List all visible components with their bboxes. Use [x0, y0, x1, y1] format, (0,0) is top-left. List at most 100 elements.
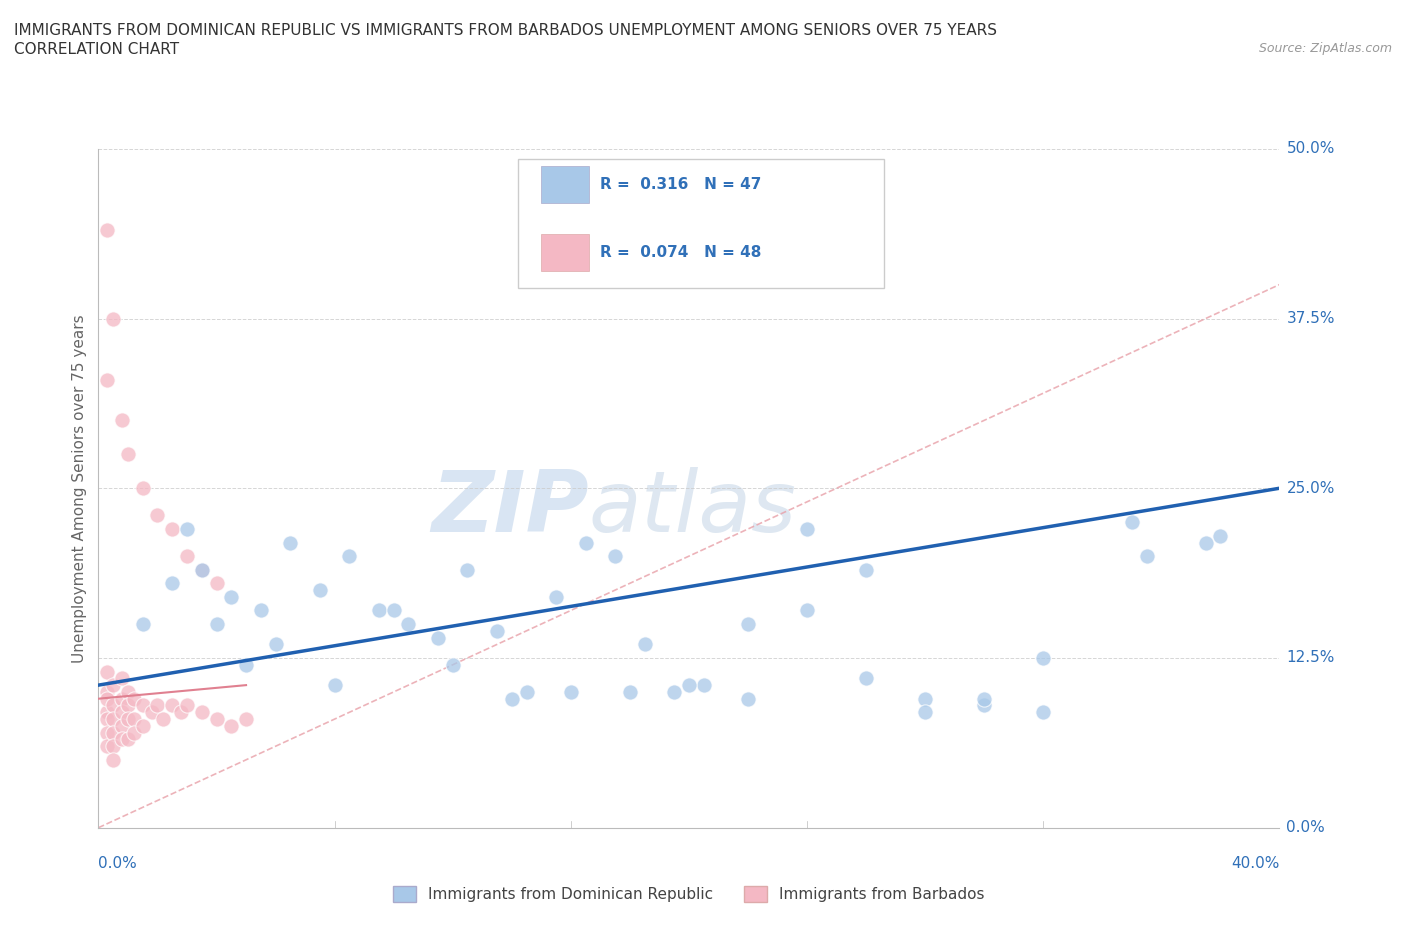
Point: [382, 603, 405, 618]
Point: [162, 698, 183, 713]
Point: [103, 678, 125, 693]
Point: [191, 563, 214, 578]
Point: [162, 522, 183, 537]
Point: [633, 637, 655, 652]
Point: [427, 631, 450, 645]
Point: [309, 582, 332, 598]
Bar: [541, 233, 589, 271]
Point: [278, 535, 302, 550]
Point: [973, 698, 995, 713]
Point: [162, 576, 183, 591]
Text: 25.0%: 25.0%: [1286, 481, 1334, 496]
Point: [678, 678, 700, 693]
Point: [1135, 549, 1157, 564]
Point: [323, 678, 346, 693]
Point: [122, 711, 145, 726]
Point: [855, 563, 877, 578]
Point: [973, 691, 995, 706]
Point: [96, 684, 118, 699]
Point: [516, 684, 538, 699]
Point: [103, 698, 125, 713]
Point: [103, 711, 125, 726]
Text: atlas: atlas: [589, 467, 797, 551]
Legend: Immigrants from Dominican Republic, Immigrants from Barbados: Immigrants from Dominican Republic, Immi…: [387, 880, 991, 909]
Point: [146, 508, 169, 523]
Point: [103, 725, 125, 740]
Text: CORRELATION CHART: CORRELATION CHART: [14, 42, 179, 57]
Point: [176, 549, 198, 564]
Point: [796, 522, 818, 537]
Point: [264, 637, 287, 652]
Point: [117, 446, 139, 461]
Point: [235, 658, 257, 672]
Point: [1195, 535, 1218, 550]
Text: 0.0%: 0.0%: [1286, 820, 1326, 835]
Point: [456, 563, 478, 578]
Text: 50.0%: 50.0%: [1286, 141, 1334, 156]
Point: [664, 684, 686, 699]
Text: R =  0.074   N = 48: R = 0.074 N = 48: [600, 245, 762, 259]
Point: [205, 617, 228, 631]
Point: [96, 664, 118, 679]
Point: [111, 705, 134, 720]
FancyBboxPatch shape: [517, 159, 884, 288]
Point: [191, 563, 214, 578]
Point: [122, 691, 145, 706]
Text: IMMIGRANTS FROM DOMINICAN REPUBLIC VS IMMIGRANTS FROM BARBADOS UNEMPLOYMENT AMON: IMMIGRANTS FROM DOMINICAN REPUBLIC VS IM…: [14, 23, 997, 38]
Point: [368, 603, 391, 618]
Point: [191, 705, 214, 720]
Point: [914, 691, 936, 706]
Point: [117, 732, 139, 747]
Point: [141, 705, 163, 720]
Point: [693, 678, 716, 693]
Point: [146, 698, 169, 713]
Point: [122, 725, 145, 740]
Point: [914, 705, 936, 720]
Point: [1121, 515, 1143, 530]
Text: 12.5%: 12.5%: [1286, 650, 1334, 666]
Text: R =  0.316   N = 47: R = 0.316 N = 47: [600, 177, 762, 192]
Point: [205, 711, 228, 726]
Point: [441, 658, 464, 672]
Text: 0.0%: 0.0%: [98, 856, 138, 870]
Point: [486, 623, 509, 638]
Point: [132, 698, 155, 713]
Point: [1209, 528, 1232, 543]
Point: [219, 590, 243, 604]
Point: [560, 684, 582, 699]
Text: ZIP: ZIP: [430, 467, 589, 551]
Point: [250, 603, 273, 618]
Point: [796, 603, 818, 618]
Point: [132, 617, 155, 631]
Point: [219, 718, 243, 733]
Point: [235, 711, 257, 726]
Bar: [541, 166, 589, 203]
Point: [337, 549, 360, 564]
Point: [96, 691, 118, 706]
Point: [1032, 705, 1054, 720]
Point: [117, 684, 139, 699]
Point: [96, 725, 118, 740]
Point: [111, 691, 134, 706]
Point: [152, 711, 174, 726]
Point: [111, 671, 134, 685]
Point: [574, 535, 596, 550]
Point: [117, 711, 139, 726]
Point: [103, 311, 125, 326]
Text: 40.0%: 40.0%: [1232, 856, 1279, 870]
Point: [855, 671, 877, 685]
Point: [205, 576, 228, 591]
Point: [605, 549, 627, 564]
Point: [396, 617, 419, 631]
Point: [111, 718, 134, 733]
Point: [96, 372, 118, 387]
Point: [96, 705, 118, 720]
Point: [96, 711, 118, 726]
Point: [132, 718, 155, 733]
Point: [103, 738, 125, 753]
Point: [737, 691, 759, 706]
Point: [111, 413, 134, 428]
Point: [170, 705, 193, 720]
Point: [546, 590, 568, 604]
Point: [176, 698, 198, 713]
